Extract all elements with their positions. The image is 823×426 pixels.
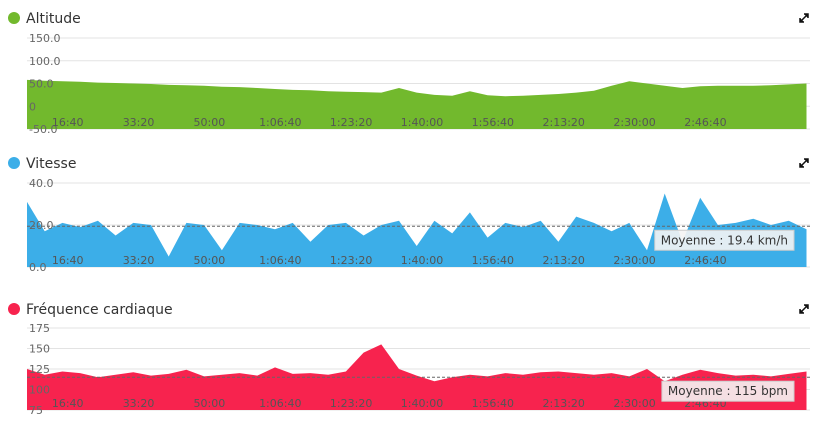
- x-tick-label: 1:23:20: [330, 254, 372, 267]
- legend-dot: [8, 12, 20, 24]
- x-tick-label: 1:23:20: [330, 397, 372, 410]
- x-tick-label: 1:56:40: [472, 254, 514, 267]
- x-tick-label: 2:30:00: [613, 397, 655, 410]
- x-tick-label: 1:56:40: [472, 397, 514, 410]
- x-tick-label: 2:30:00: [613, 116, 655, 129]
- y-tick-label: 0: [29, 100, 36, 113]
- y-tick-label: 20.0: [29, 219, 54, 232]
- x-tick-label: 1:06:40: [259, 397, 301, 410]
- y-tick-label: 175: [29, 322, 50, 335]
- x-tick-label: 2:13:20: [543, 397, 585, 410]
- x-tick-label: 2:13:20: [543, 116, 585, 129]
- legend-dot: [8, 303, 20, 315]
- x-tick-label: 16:40: [52, 397, 84, 410]
- y-tick-label: 40.0: [29, 177, 54, 190]
- y-tick-label: 50.0: [29, 78, 54, 91]
- y-tick-label: 75: [29, 404, 43, 417]
- x-tick-label: 2:46:40: [684, 254, 726, 267]
- x-tick-label: 16:40: [52, 116, 84, 129]
- x-tick-label: 33:20: [123, 397, 155, 410]
- x-tick-label: 1:06:40: [259, 116, 301, 129]
- average-tooltip: Moyenne : 19.4 km/h: [654, 229, 795, 251]
- x-tick-label: 33:20: [123, 116, 155, 129]
- average-label: Moyenne : 115 bpm: [668, 384, 788, 398]
- area: [27, 79, 807, 129]
- x-tick-label: 1:23:20: [330, 116, 372, 129]
- average-label: Moyenne : 19.4 km/h: [661, 233, 788, 247]
- x-tick-label: 33:20: [123, 254, 155, 267]
- x-tick-label: 1:56:40: [472, 116, 514, 129]
- y-tick-label: -50.0: [29, 123, 57, 136]
- legend-dot: [8, 157, 20, 169]
- x-tick-label: 16:40: [52, 254, 84, 267]
- y-tick-label: 150.0: [29, 32, 61, 45]
- y-tick-label: 125: [29, 363, 50, 376]
- x-tick-label: 1:40:00: [401, 116, 443, 129]
- area: [27, 193, 807, 267]
- chart-title: Altitude: [26, 11, 81, 27]
- tooltip-box: [654, 229, 795, 251]
- average-tooltip: Moyenne : 115 bpm: [661, 380, 795, 402]
- y-tick-label: 100.0: [29, 55, 61, 68]
- x-tick-label: 1:40:00: [401, 254, 443, 267]
- tooltip-box: [661, 380, 795, 402]
- chart-title: Fréquence cardiaque: [26, 302, 173, 318]
- x-tick-label: 1:06:40: [259, 254, 301, 267]
- area: [27, 344, 807, 410]
- y-tick-label: 150: [29, 343, 50, 356]
- x-tick-label: 50:00: [194, 116, 226, 129]
- y-tick-label: 0.0: [29, 261, 47, 274]
- y-tick-label: 100: [29, 384, 50, 397]
- x-tick-label: 2:46:40: [684, 116, 726, 129]
- expand-icon[interactable]: [799, 13, 809, 314]
- x-tick-label: 50:00: [194, 254, 226, 267]
- x-tick-label: 2:13:20: [543, 254, 585, 267]
- x-tick-label: 2:30:00: [613, 254, 655, 267]
- x-tick-label: 50:00: [194, 397, 226, 410]
- chart-title: Vitesse: [26, 156, 76, 172]
- x-tick-label: 1:40:00: [401, 397, 443, 410]
